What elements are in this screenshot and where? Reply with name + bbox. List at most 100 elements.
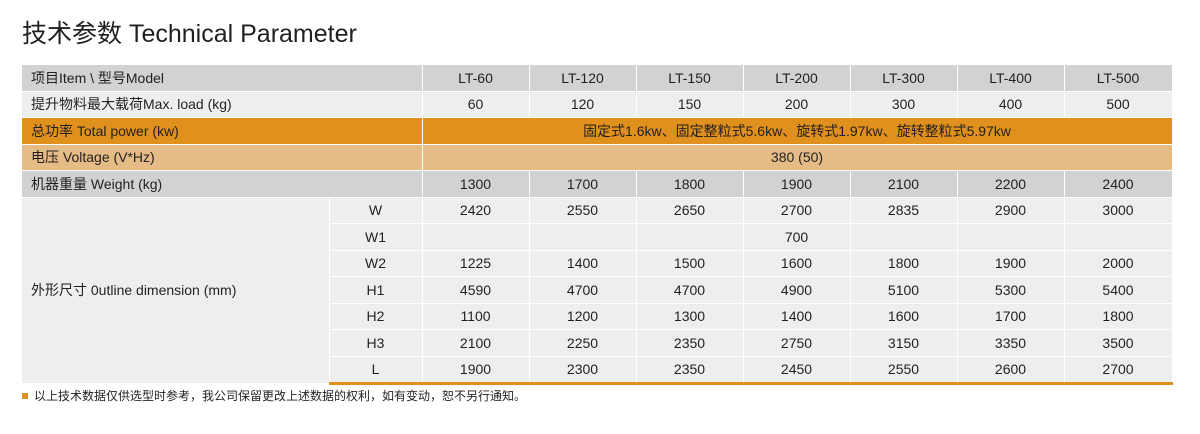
total-power-label: 总功率 Total power (kw) <box>22 117 423 145</box>
value-cell: 1700 <box>957 303 1065 330</box>
model-cell: LT-300 <box>850 65 958 92</box>
value-cell: 2700 <box>743 197 851 224</box>
value-cell: 2420 <box>422 197 530 224</box>
value-cell: 4590 <box>422 276 530 304</box>
value-cell: 5400 <box>1064 276 1173 304</box>
max-load-label: 提升物料最大载荷Max. load (kg) <box>22 91 423 118</box>
dimension-label: 外形尺寸 0utline dimension (mm) <box>22 197 330 384</box>
value-cell: 1700 <box>529 170 637 198</box>
model-cell: LT-120 <box>529 65 637 92</box>
model-cell: LT-200 <box>743 65 851 92</box>
square-bullet-icon <box>22 392 28 399</box>
value-cell <box>850 223 958 251</box>
value-cell: 2000 <box>1064 250 1173 277</box>
dimension-row-w2: W2 1225 1400 1500 1600 1800 1900 2000 <box>22 250 1173 277</box>
value-cell: 2350 <box>636 356 744 385</box>
value-cell <box>957 223 1065 251</box>
value-cell <box>529 223 637 251</box>
value-cell: 1800 <box>850 250 958 277</box>
value-cell: 2835 <box>850 197 958 224</box>
value-cell: 1225 <box>422 250 530 277</box>
value-cell: 2450 <box>743 356 851 385</box>
value-cell: 1300 <box>636 303 744 330</box>
model-cell: LT-60 <box>422 65 530 92</box>
technical-parameter-table: 项目Item \ 型号Model LT-60 LT-120 LT-150 LT-… <box>22 65 1173 385</box>
value-cell: 3500 <box>1064 329 1173 357</box>
value-cell: 60 <box>422 91 530 118</box>
value-cell: 2550 <box>850 356 958 385</box>
voltage-label: 电压 Voltage (V*Hz) <box>22 144 423 171</box>
model-cell: LT-400 <box>957 65 1065 92</box>
value-cell: 1600 <box>743 250 851 277</box>
weight-label: 机器重量 Weight (kg) <box>22 170 423 198</box>
dimension-name: H2 <box>329 303 423 330</box>
value-cell: 2750 <box>743 329 851 357</box>
dimension-row-h2: H2 1100 1200 1300 1400 1600 1700 1800 <box>22 303 1173 330</box>
dimension-name: W2 <box>329 250 423 277</box>
value-cell: 300 <box>850 91 958 118</box>
value-cell: 2100 <box>850 170 958 198</box>
value-cell: 3000 <box>1064 197 1173 224</box>
value-cell: 1200 <box>529 303 637 330</box>
value-cell: 500 <box>1064 91 1173 118</box>
value-cell: 1600 <box>850 303 958 330</box>
footnote: 以上技术数据仅供选型时参考，我公司保留更改上述数据的权利，如有变动，恕不另行通知… <box>22 387 526 404</box>
total-power-row: 总功率 Total power (kw) 固定式1.6kw、固定整粒式5.6kw… <box>22 117 1173 145</box>
dimension-row-w: 外形尺寸 0utline dimension (mm) W 2420 2550 … <box>22 197 1173 384</box>
voltage-value: 380 (50) <box>422 144 1173 171</box>
value-cell <box>422 223 530 251</box>
value-cell: 2100 <box>422 329 530 357</box>
value-cell: 1500 <box>636 250 744 277</box>
value-cell: 2350 <box>636 329 744 357</box>
max-load-row: 提升物料最大载荷Max. load (kg) 60 120 150 200 30… <box>22 91 1173 118</box>
value-cell: 700 <box>743 223 851 251</box>
value-cell <box>1064 223 1173 251</box>
value-cell: 400 <box>957 91 1065 118</box>
value-cell: 3350 <box>957 329 1065 357</box>
header-row: 项目Item \ 型号Model LT-60 LT-120 LT-150 LT-… <box>22 65 1173 92</box>
value-cell: 2650 <box>636 197 744 224</box>
value-cell: 3150 <box>850 329 958 357</box>
value-cell: 5100 <box>850 276 958 304</box>
value-cell: 2600 <box>957 356 1065 385</box>
dimension-name: H1 <box>329 276 423 304</box>
value-cell: 4700 <box>636 276 744 304</box>
value-cell: 200 <box>743 91 851 118</box>
header-label: 项目Item \ 型号Model <box>22 65 423 92</box>
dimension-name: W1 <box>329 223 423 251</box>
value-cell: 5300 <box>957 276 1065 304</box>
weight-row: 机器重量 Weight (kg) 1300 1700 1800 1900 210… <box>22 170 1173 198</box>
dimension-name: H3 <box>329 329 423 357</box>
value-cell: 2900 <box>957 197 1065 224</box>
value-cell: 1900 <box>422 356 530 385</box>
dimension-row-h1: H1 4590 4700 4700 4900 5100 5300 5400 <box>22 276 1173 304</box>
value-cell: 120 <box>529 91 637 118</box>
value-cell: 4900 <box>743 276 851 304</box>
value-cell: 1400 <box>743 303 851 330</box>
total-power-value: 固定式1.6kw、固定整粒式5.6kw、旋转式1.97kw、旋转整粒式5.97k… <box>422 117 1173 145</box>
dimension-name: L <box>329 356 423 385</box>
page-title: 技术参数 Technical Parameter <box>22 20 357 48</box>
value-cell: 2400 <box>1064 170 1173 198</box>
value-cell: 2300 <box>529 356 637 385</box>
dimension-name: W <box>329 197 423 224</box>
footnote-text: 以上技术数据仅供选型时参考，我公司保留更改上述数据的权利，如有变动，恕不另行通知… <box>34 389 527 403</box>
value-cell: 4700 <box>529 276 637 304</box>
voltage-row: 电压 Voltage (V*Hz) 380 (50) <box>22 144 1173 171</box>
model-cell: LT-150 <box>636 65 744 92</box>
model-cell: LT-500 <box>1064 65 1173 92</box>
value-cell: 2550 <box>529 197 637 224</box>
value-cell: 2250 <box>529 329 637 357</box>
value-cell: 2700 <box>1064 356 1173 385</box>
value-cell: 1900 <box>957 250 1065 277</box>
value-cell: 1800 <box>1064 303 1173 330</box>
value-cell: 2200 <box>957 170 1065 198</box>
value-cell <box>636 223 744 251</box>
value-cell: 1800 <box>636 170 744 198</box>
value-cell: 1100 <box>422 303 530 330</box>
dimension-row-w1: W1 700 <box>22 223 1173 251</box>
value-cell: 1400 <box>529 250 637 277</box>
value-cell: 150 <box>636 91 744 118</box>
value-cell: 1900 <box>743 170 851 198</box>
value-cell: 1300 <box>422 170 530 198</box>
